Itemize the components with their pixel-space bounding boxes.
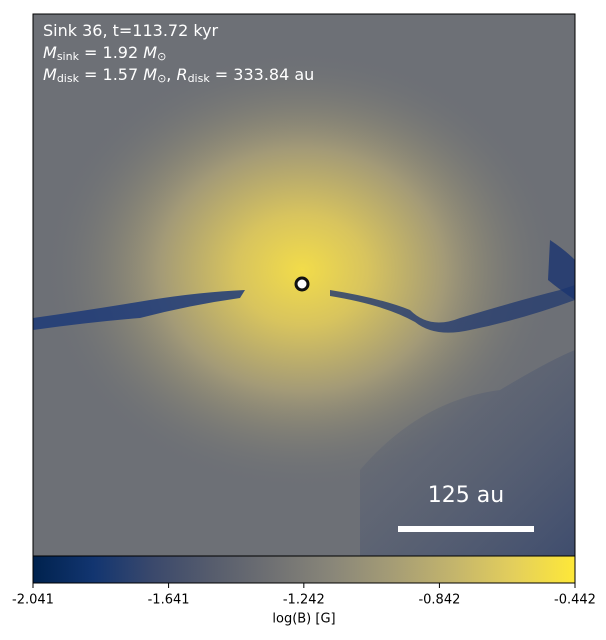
annotation-part: disk [188, 72, 211, 85]
annotation-part: = 1.57 [79, 65, 143, 84]
colorbar-tick-label: -2.041 [12, 593, 54, 608]
annotation-part: ⊙ [157, 50, 166, 63]
field-image: 125 au [33, 14, 575, 556]
annotation-part: = 1.92 [79, 43, 143, 62]
annotation-part: = 333.84 au [210, 65, 315, 84]
annotation-part: disk [57, 72, 80, 85]
scale-bar-label: 125 au [428, 483, 504, 508]
colorbar-tick-label: -1.641 [148, 593, 190, 608]
annotation-line: Mdisk = 1.57 M⊙, Rdisk = 333.84 au [43, 65, 314, 86]
colorbar-tick-label: -0.442 [554, 593, 596, 608]
sink-marker [294, 276, 310, 292]
annotation-part: M [143, 43, 157, 62]
annotation-part: M [43, 65, 57, 84]
annotation-line: Sink 36, t=113.72 kyr [43, 21, 219, 40]
annotation-part: ⊙ [157, 72, 166, 85]
annotation-part: M [43, 43, 57, 62]
annotation-part: Sink 36, t=113.72 kyr [43, 21, 219, 40]
annotation-part: R [176, 65, 187, 84]
annotation-part: sink [57, 50, 80, 63]
annotation-line: Msink = 1.92 M⊙ [43, 43, 166, 64]
annotation-part: M [143, 65, 157, 84]
colorbar-tick-label: -1.242 [283, 593, 325, 608]
colorbar [32, 555, 576, 584]
colorbar-tick-label: -0.842 [418, 593, 460, 608]
colorbar-label: log(B) [G] [272, 612, 335, 627]
annotation-part: , [166, 65, 176, 84]
